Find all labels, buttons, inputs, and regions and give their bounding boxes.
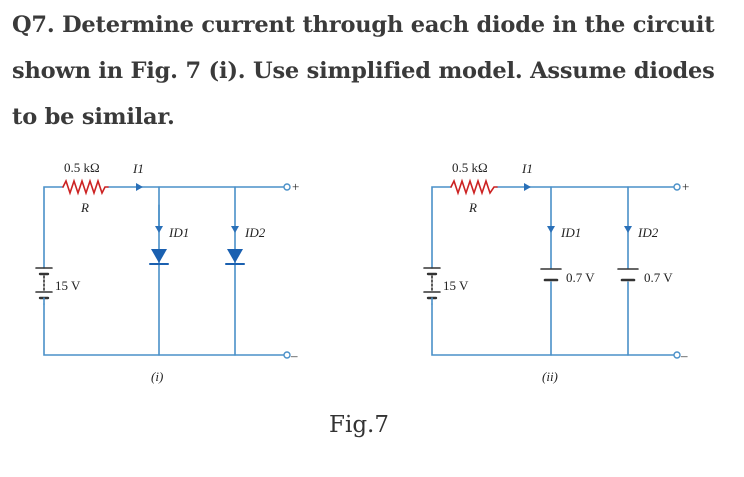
circuit-i-arrow-id1 [155, 226, 163, 233]
circuit-ii-v1-label: 0.7 V [566, 270, 595, 285]
circuit-i-source-label: 15 V [55, 278, 81, 293]
circuit-i [35, 178, 291, 359]
figure-caption: Fig.7 [329, 412, 389, 438]
circuit-i-battery [35, 267, 53, 305]
circuit-ii-minus: – [680, 348, 688, 363]
circuit-ii-resistor-name: R [468, 200, 477, 215]
circuit-ii-resistor [450, 178, 498, 196]
circuit-ii [423, 178, 681, 359]
circuit-ii-current-total: I1 [521, 161, 533, 176]
circuit-ii-arrow-id1 [547, 226, 555, 233]
circuit-i-diode-1 [149, 249, 169, 265]
circuit-ii-wires [431, 186, 675, 356]
circuit-i-resistance-label: 0.5 kΩ [64, 160, 100, 175]
circuit-ii-arrow-id2 [624, 226, 632, 233]
circuit-i-minus: – [290, 348, 298, 363]
circuit-i-arrow-i1 [136, 183, 143, 191]
circuit-i-resistor-name: R [80, 200, 89, 215]
circuit-i-current-total: I1 [132, 161, 144, 176]
question-text: Q7. Determine current through each diode… [12, 12, 715, 130]
circuit-ii-terminal-top [673, 183, 681, 191]
circuit-i-sublabel: (i) [151, 369, 163, 384]
circuit-i-arrow-id2 [231, 226, 239, 233]
circuit-ii-terminal-bottom [673, 351, 681, 359]
circuit-ii-source-label: 15 V [443, 278, 469, 293]
circuit-ii-cell-1 [540, 268, 562, 282]
circuit-i-id2-label: ID2 [244, 225, 266, 240]
circuit-i-id1-label: ID1 [168, 225, 189, 240]
circuit-i-terminal-bottom [283, 351, 291, 359]
circuit-i-terminal-top [283, 183, 291, 191]
circuit-ii-v2-label: 0.7 V [644, 270, 673, 285]
circuit-ii-arrow-i1 [524, 183, 531, 191]
circuit-ii-resistance-label: 0.5 kΩ [452, 160, 488, 175]
circuit-i-plus: + [292, 179, 299, 194]
circuit-i-diode-2 [225, 249, 245, 265]
circuit-i-wires [43, 186, 285, 356]
circuit-ii-sublabel: (ii) [542, 369, 558, 384]
circuit-ii-id1-label: ID1 [560, 225, 581, 240]
circuit-ii-id2-label: ID2 [637, 225, 659, 240]
circuit-ii-cell-2 [617, 268, 639, 282]
circuit-i-resistor [62, 178, 109, 196]
circuit-ii-plus: + [682, 179, 689, 194]
circuit-ii-battery [423, 267, 441, 305]
